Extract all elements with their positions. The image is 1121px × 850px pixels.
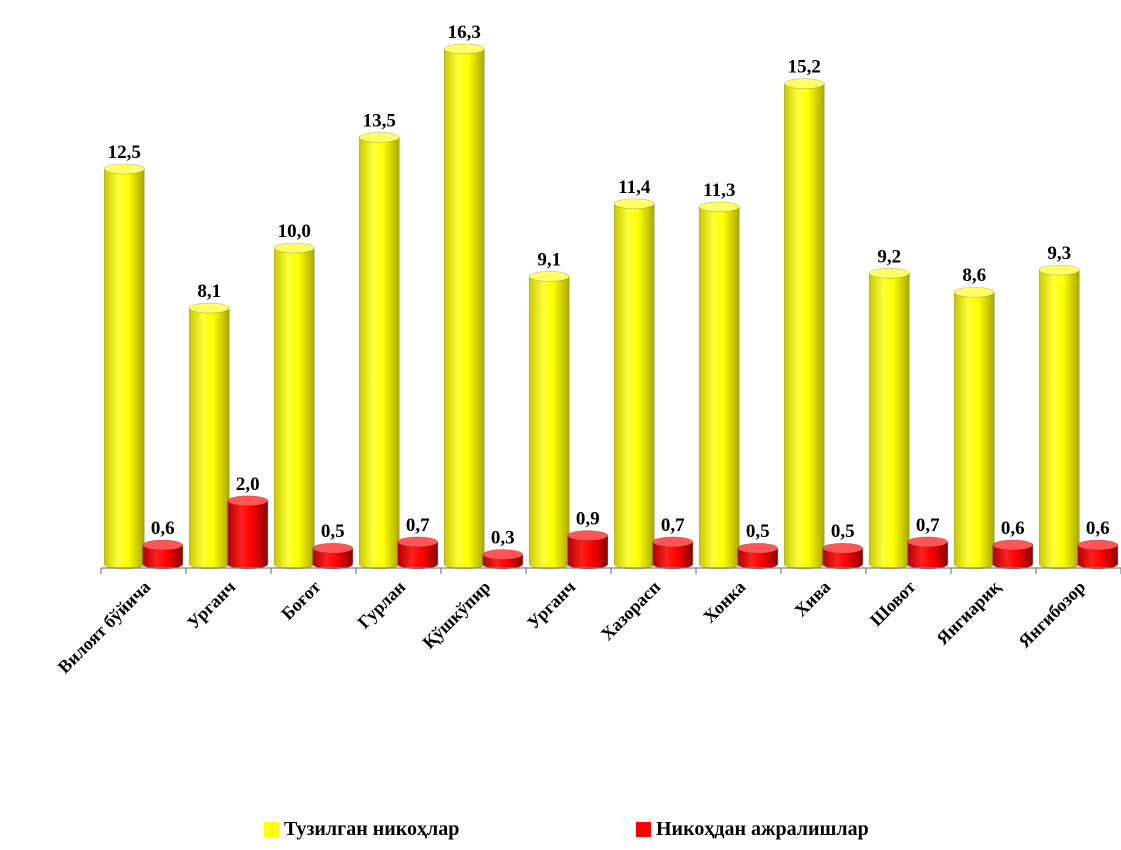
bar-tuzilgan-7 (698, 201, 740, 570)
bar-ajralish-9 (907, 536, 949, 570)
bar-ajralish-8 (822, 542, 864, 570)
bar-ajralish-1 (227, 495, 269, 570)
data-label-ajralish-0: 0,6 (151, 518, 175, 539)
data-label-ajralish-8: 0,5 (831, 521, 855, 542)
data-label-ajralish-7: 0,5 (746, 521, 770, 542)
bar-tuzilgan-1 (188, 302, 230, 570)
data-label-ajralish-2: 0,5 (321, 521, 345, 542)
category-label-0: Вилоят бўйича (54, 577, 154, 677)
legend: Тузилган никоҳлар Никоҳдан ажралишлар (0, 818, 1121, 844)
data-label-tuzilgan-2: 10,0 (278, 221, 311, 242)
data-label-ajralish-5: 0,9 (576, 509, 600, 530)
data-label-ajralish-10: 0,6 (1001, 518, 1025, 539)
data-label-tuzilgan-0: 12,5 (108, 142, 141, 163)
category-label-9: Шовот (866, 577, 920, 631)
bar-ajralish-7 (737, 542, 779, 570)
data-label-tuzilgan-8: 15,2 (788, 57, 821, 78)
bar-tuzilgan-11 (1038, 264, 1080, 570)
bar-tuzilgan-2 (273, 242, 315, 570)
category-label-6: Хазорасп (597, 577, 665, 645)
bar-ajralish-4 (482, 549, 524, 570)
category-label-1: Урганч (183, 577, 239, 633)
bar-tuzilgan-4 (443, 43, 485, 570)
bar-tuzilgan-8 (783, 78, 825, 570)
bar-tuzilgan-10 (953, 286, 995, 570)
data-label-tuzilgan-10: 8,6 (962, 265, 986, 286)
category-label-11: Янгибозор (1014, 577, 1089, 652)
legend-label-series-1: Тузилган никоҳлар (284, 818, 460, 840)
category-label-3: Гурлан (354, 577, 410, 633)
category-label-4: Қўшкўпир (418, 577, 494, 653)
category-label-5: Урганч (523, 577, 579, 633)
data-label-tuzilgan-7: 11,3 (703, 180, 735, 201)
data-label-tuzilgan-1: 8,1 (197, 281, 221, 302)
category-label-10: Янгиариқ (932, 576, 1004, 648)
bar-ajralish-10 (992, 539, 1034, 570)
data-label-tuzilgan-11: 9,3 (1047, 243, 1071, 264)
bar-tuzilgan-5 (528, 271, 570, 570)
data-label-ajralish-6: 0,7 (661, 515, 685, 536)
bar-ajralish-0 (142, 539, 184, 570)
data-label-tuzilgan-9: 9,2 (877, 246, 901, 267)
bar-ajralish-6 (652, 536, 694, 570)
data-label-ajralish-1: 2,0 (236, 474, 260, 495)
data-label-tuzilgan-3: 13,5 (363, 110, 396, 131)
data-label-ajralish-3: 0,7 (406, 515, 430, 536)
legend-item-series-2: Никоҳдан ажралишлар (636, 818, 869, 841)
category-label-8: Хива (790, 577, 834, 621)
data-label-ajralish-4: 0,3 (491, 528, 515, 549)
data-label-ajralish-9: 0,7 (916, 515, 940, 536)
bar-tuzilgan-0 (103, 163, 145, 570)
bar-tuzilgan-6 (613, 198, 655, 570)
data-label-tuzilgan-6: 11,4 (618, 177, 651, 198)
bar-ajralish-2 (312, 542, 354, 570)
category-label-7: Хонка (699, 577, 749, 627)
bar-ajralish-3 (397, 536, 439, 570)
category-label-2: Боғот (277, 577, 324, 624)
legend-label-series-2: Никоҳдан ажралишлар (656, 818, 869, 840)
bar-tuzilgan-9 (868, 267, 910, 570)
data-label-tuzilgan-5: 9,1 (537, 249, 561, 270)
bar-tuzilgan-3 (358, 132, 400, 570)
bar-ajralish-11 (1077, 539, 1119, 570)
bar-ajralish-5 (567, 530, 609, 570)
data-label-tuzilgan-4: 16,3 (448, 22, 481, 43)
legend-swatch-red (636, 822, 651, 837)
legend-swatch-yellow (264, 822, 279, 837)
legend-item-series-1: Тузилган никоҳлар (264, 818, 459, 841)
data-label-ajralish-11: 0,6 (1086, 518, 1110, 539)
